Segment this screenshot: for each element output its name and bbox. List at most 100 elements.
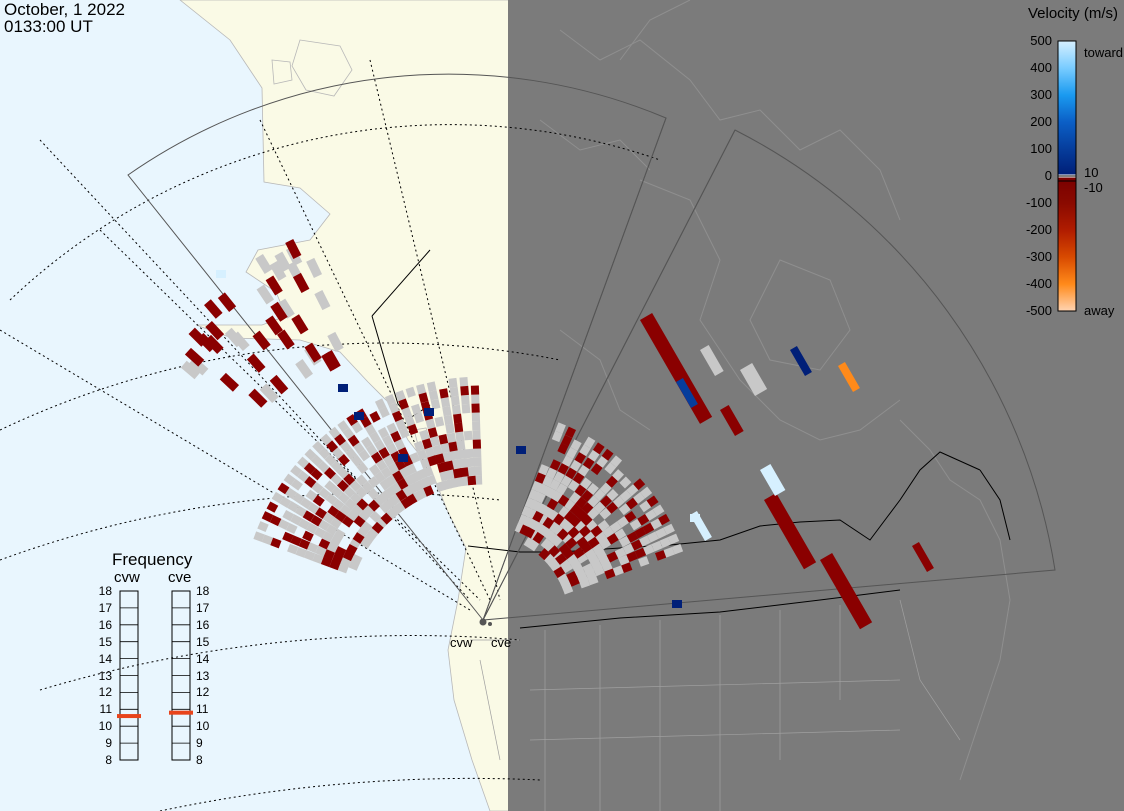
ground-scatter-cell — [440, 397, 451, 408]
velocity-cell — [304, 342, 322, 363]
velocity-cell — [558, 543, 571, 556]
ground-scatter-cell — [552, 524, 565, 537]
ground-scatter-cell — [311, 481, 324, 494]
ground-scatter-cell — [382, 434, 394, 447]
velocity-cell — [261, 511, 274, 523]
velocity-cell — [516, 446, 526, 454]
ground-scatter-cell — [390, 504, 402, 517]
velocity-cell — [590, 463, 603, 476]
velocity-tick-label: 300 — [1030, 87, 1052, 102]
velocity-tick-label: -300 — [1025, 249, 1052, 264]
ground-scatter-cell — [595, 531, 607, 544]
velocity-cell — [532, 510, 544, 523]
velocity-cell — [564, 426, 577, 439]
velocity-cell — [368, 499, 380, 512]
velocity-cell — [604, 568, 616, 580]
velocity-cell — [270, 301, 288, 322]
ground-scatter-cell — [388, 402, 400, 414]
ground-scatter-cell — [639, 500, 652, 513]
ground-scatter-cell — [472, 430, 481, 440]
night-side — [508, 0, 1124, 811]
velocity-cell — [565, 467, 577, 480]
velocity-cell — [690, 514, 700, 522]
velocity-cell — [519, 524, 531, 537]
land-day — [179, 0, 524, 811]
ground-scatter-cell — [465, 448, 474, 459]
velocity-cell — [574, 484, 587, 497]
ground-scatter-cell — [540, 538, 553, 551]
ground-scatter-cell — [337, 562, 349, 574]
ground-scatter-cell — [355, 474, 368, 487]
frequency-tick-right: 16 — [196, 617, 210, 632]
ground-scatter-cell — [465, 457, 475, 468]
ground-scatter-cell — [419, 457, 431, 469]
ground-scatter-cell — [404, 415, 416, 427]
velocity-cell — [642, 522, 655, 535]
ground-scatter-cell — [411, 403, 422, 415]
ground-scatter-cell — [297, 456, 310, 469]
frequency-tick-right: 10 — [196, 719, 210, 734]
velocity-cell — [312, 494, 325, 507]
velocity-tick-label: 200 — [1030, 114, 1052, 129]
ground-scatter-cell — [324, 480, 337, 493]
ground-scatter-cell — [591, 542, 604, 555]
velocity-cell — [437, 462, 448, 473]
ground-scatter-cell — [385, 474, 398, 487]
ground-scatter-cell — [576, 552, 589, 564]
ground-scatter-cell — [570, 439, 582, 452]
ground-scatter-cell — [640, 486, 653, 499]
ground-scatter-cell — [604, 462, 617, 475]
velocity-cell — [576, 536, 589, 549]
ground-scatter-cell — [451, 459, 461, 470]
ground-scatter-cell — [473, 466, 482, 476]
ground-scatter-cell — [531, 480, 543, 493]
velocity-cell — [421, 438, 433, 450]
ground-scatter-cell — [298, 518, 310, 530]
ground-scatter-cell — [269, 260, 287, 281]
ground-scatter-cell — [342, 427, 355, 440]
frequency-bars — [117, 590, 193, 761]
ground-scatter-cell — [563, 498, 576, 512]
velocity-cell — [606, 533, 619, 545]
ground-scatter-cell — [337, 492, 350, 505]
map-date: October, 1 2022 — [4, 0, 125, 19]
ground-scatter-cell — [612, 469, 624, 482]
velocity-tick-label: -100 — [1025, 195, 1052, 210]
velocity-cell — [310, 514, 323, 527]
ground-scatter-cell — [582, 563, 594, 575]
velocity-streak — [760, 464, 786, 496]
ground-scatter-cell — [307, 502, 320, 515]
ground-scatter-cell — [430, 398, 441, 410]
ground-scatter-cell — [602, 526, 615, 539]
ground-scatter-cell — [445, 423, 455, 434]
velocity-cell — [534, 472, 546, 484]
ground-scatter-cells — [180, 245, 684, 595]
velocity-cell — [378, 447, 390, 459]
ground-scatter-cell — [379, 501, 392, 514]
velocity-away-label: away — [1084, 303, 1115, 318]
velocity-cell — [575, 496, 588, 509]
ground-scatter-cell — [409, 452, 421, 464]
velocity-cell — [270, 537, 282, 549]
ground-scatter-cell — [542, 527, 554, 540]
velocity-cell — [578, 525, 591, 538]
ground-scatter-cell — [463, 430, 473, 441]
velocity-cell — [205, 320, 225, 341]
ground-scatter-cell — [383, 454, 395, 467]
velocity-cell — [557, 494, 570, 507]
frequency-tick-right: 13 — [196, 668, 210, 683]
ground-scatter-cell — [295, 359, 313, 379]
ground-scatter-cell — [346, 509, 359, 522]
ground-scatter-cell — [561, 455, 574, 467]
cvw-site-marker — [479, 618, 487, 626]
velocity-cell — [605, 475, 618, 488]
velocity-cell — [252, 330, 271, 351]
site-label-cvw: cvw — [450, 635, 473, 650]
ground-scatter-cell — [378, 406, 390, 418]
ground-scatter-cell — [356, 526, 369, 539]
velocity-cell — [626, 531, 639, 543]
ground-scatter-cell — [362, 504, 376, 517]
velocity-streak — [838, 362, 860, 392]
ground-scatter-cell — [459, 376, 469, 387]
ground-scatter-cell — [356, 461, 369, 475]
